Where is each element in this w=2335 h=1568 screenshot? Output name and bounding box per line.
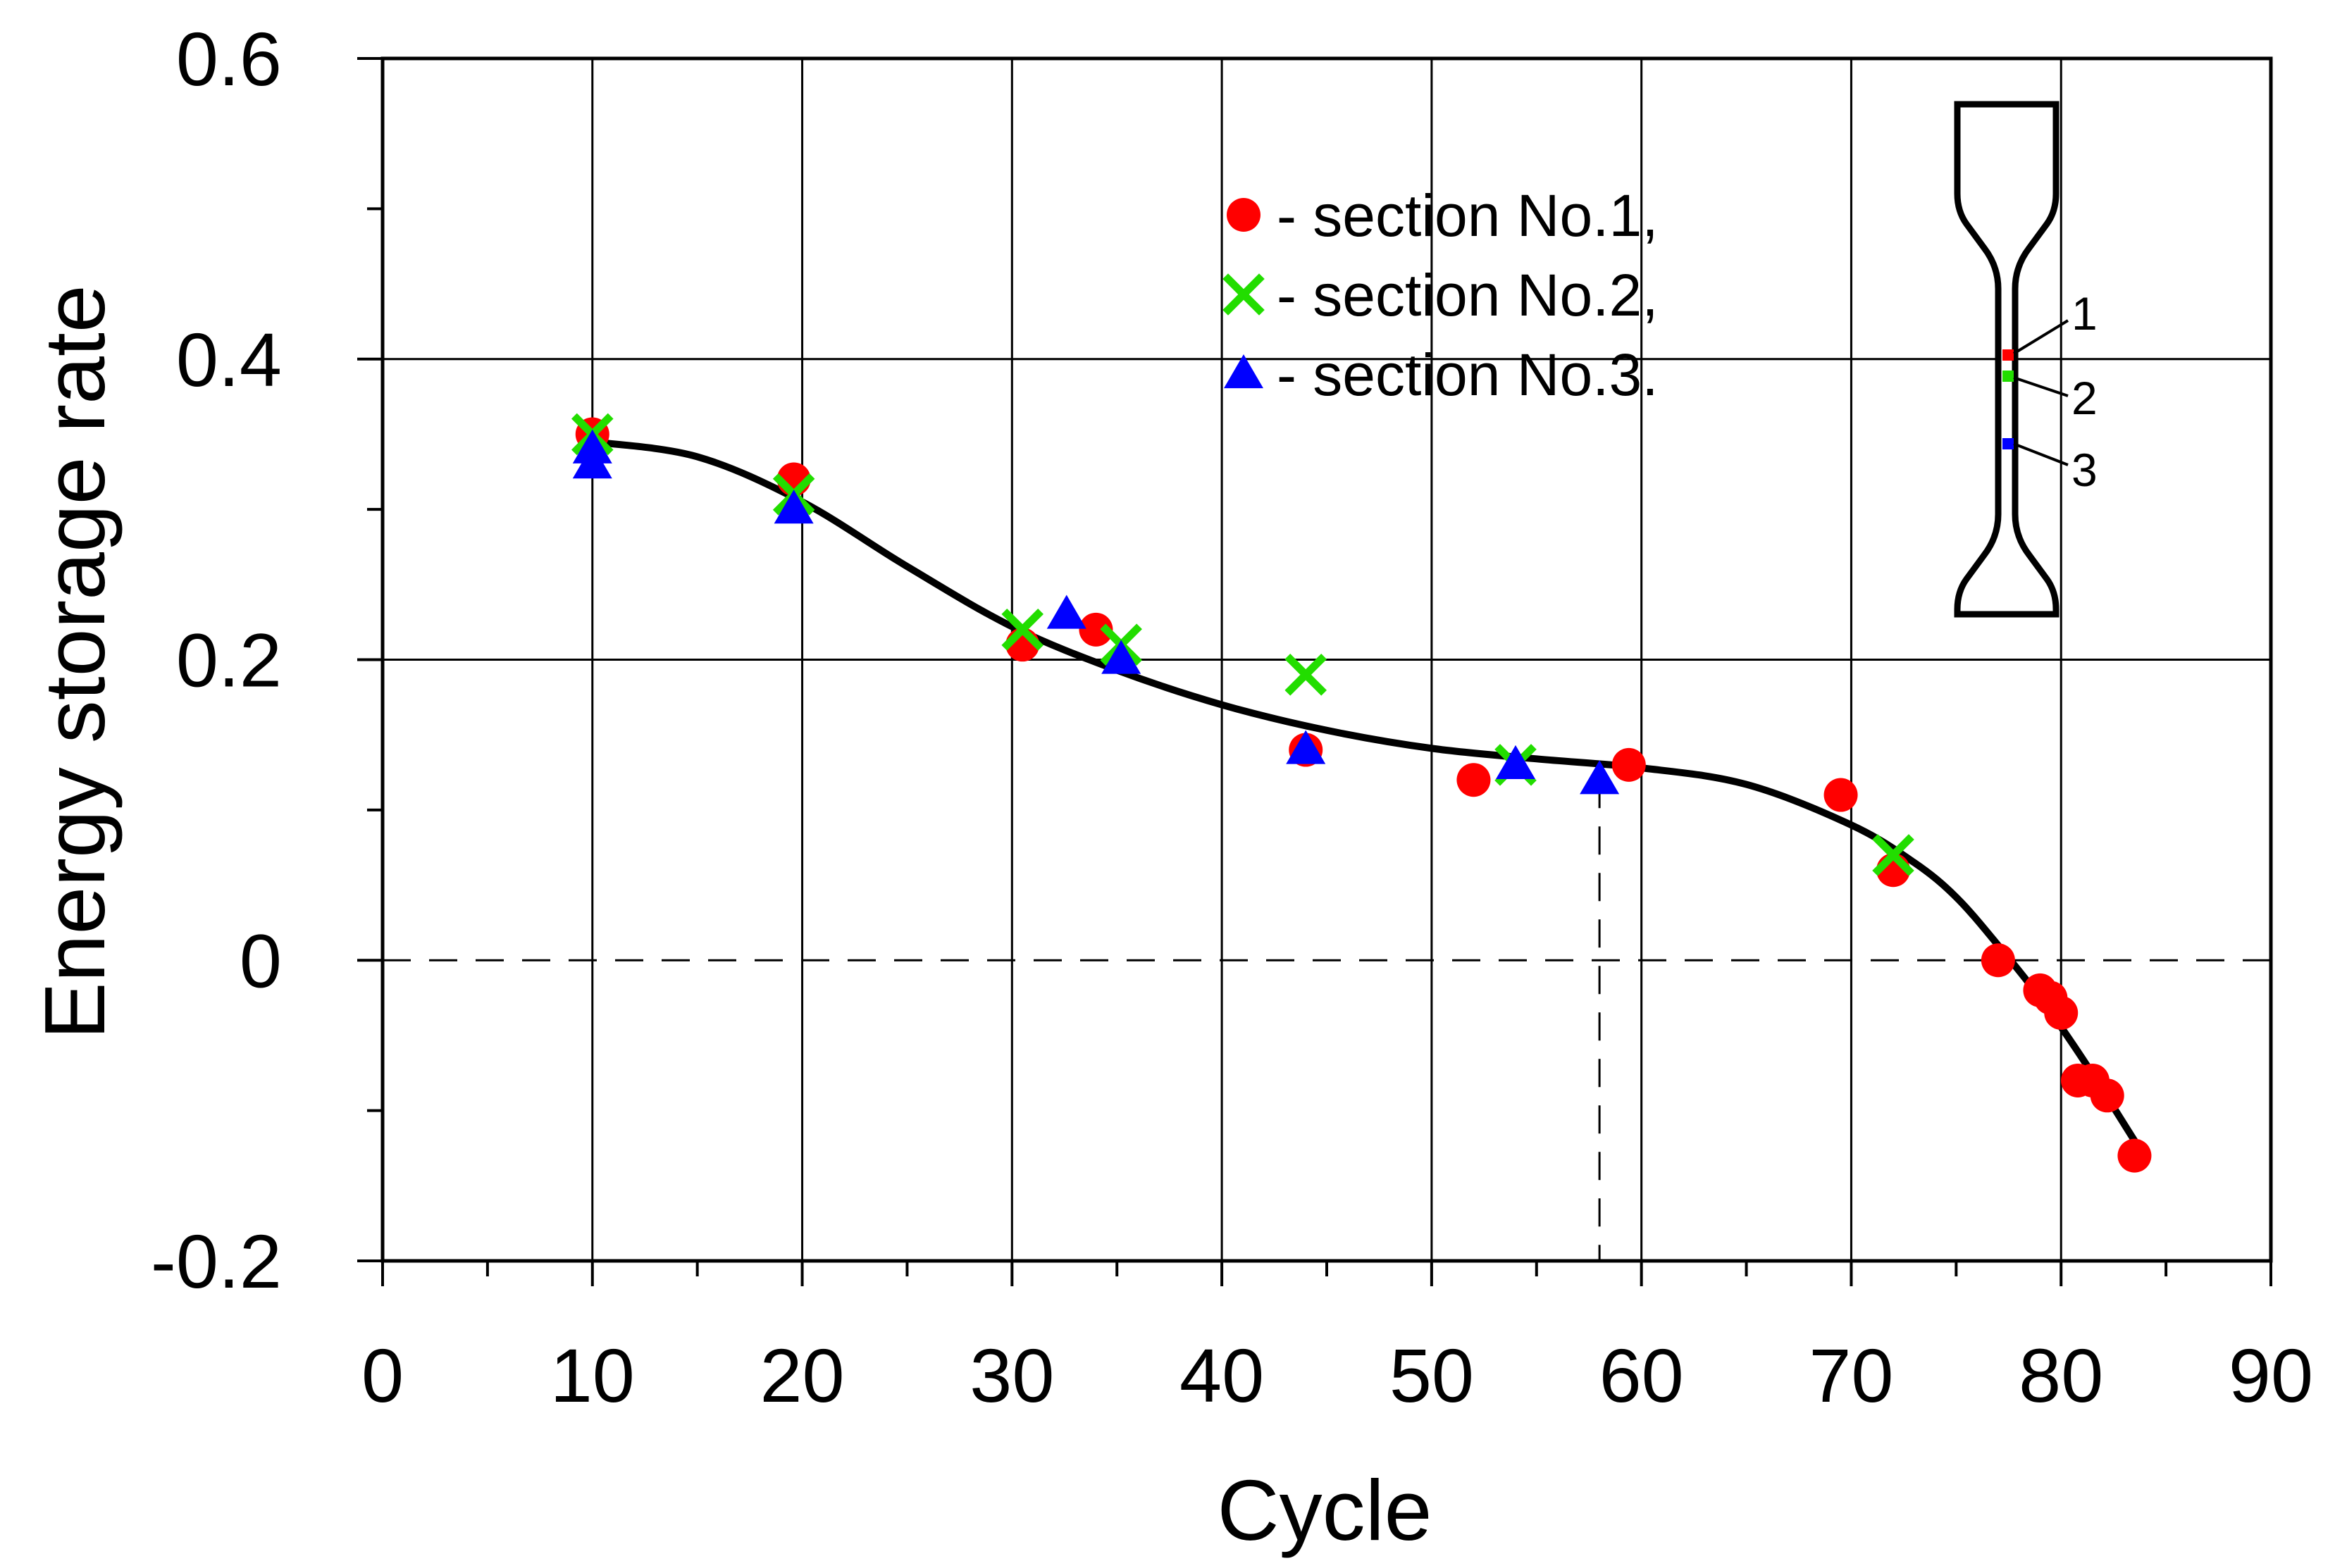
x-tick-label-4: 40 (1179, 1333, 1264, 1418)
x-tick-label-8: 80 (2019, 1333, 2103, 1418)
series-2-point-4 (1284, 654, 1327, 696)
inset-marker-2 (2002, 371, 2014, 382)
y-axis-title: Energy storage rate (27, 285, 123, 1040)
tick-marks (357, 57, 2272, 1286)
series-3 (572, 429, 1620, 795)
y-tick-label-0: -0.2 (151, 1219, 282, 1304)
x-tick-label-7: 70 (1809, 1333, 1893, 1418)
x-tick-label-9: 90 (2229, 1333, 2313, 1418)
x-tick-label-3: 30 (970, 1333, 1054, 1418)
inset-leader-1 (2012, 319, 2069, 355)
series-1-point-12 (2044, 995, 2079, 1030)
legend-marker-2-stroke-b (1222, 273, 1265, 316)
series-2-point-6-stroke-b (1872, 834, 1914, 876)
legend-label-1: - section No.1, (1277, 182, 1659, 249)
inset-marker-3 (2002, 438, 2014, 449)
series-3-point-5 (1286, 730, 1326, 764)
fit-curve (588, 438, 2138, 1145)
x-tick-label-6: 60 (1599, 1333, 1684, 1418)
inset-label-1: 1 (2071, 287, 2098, 340)
plot-frame (380, 56, 2273, 1263)
series-1-point-9 (1981, 943, 2015, 978)
x-tick-label-0: 0 (361, 1333, 404, 1418)
series-3-point-3 (1046, 595, 1086, 629)
series-1-point-5 (1456, 763, 1491, 797)
legend-label-3: - section No.3. (1277, 342, 1659, 408)
reference-lines (383, 780, 2271, 1261)
y-tick-label-1: 0 (240, 918, 282, 1003)
series-3-point-1 (572, 444, 612, 479)
series-1-point-16 (2117, 1138, 2152, 1173)
series-2-point-2-stroke-b (1001, 609, 1044, 651)
x-tick-label-1: 10 (550, 1333, 635, 1418)
series-2-point-2 (1001, 609, 1044, 651)
grid-lines (383, 58, 2271, 1261)
x-axis-title: Cycle (1217, 1462, 1432, 1558)
y-tick-label-4: 0.6 (176, 16, 282, 101)
series-3-point-4 (1101, 640, 1141, 674)
series-3-point-6 (1496, 745, 1535, 780)
y-tick-labels: -0.2 0 0.2 0.4 0.6 (151, 16, 282, 1304)
series-3-point-7 (1580, 760, 1620, 795)
series-1-point-6 (1611, 747, 1646, 782)
legend-marker-2 (1222, 273, 1265, 316)
inset-label-3: 3 (2071, 444, 2098, 496)
series-1-point-7 (1823, 778, 1858, 812)
data-points (571, 413, 2152, 1173)
inset-marker-1 (2002, 349, 2014, 361)
specimen-inset: 1 2 3 (1954, 101, 2098, 618)
legend-label-2: - section No.2, (1277, 262, 1659, 328)
legend-marker-1 (1227, 198, 1261, 232)
x-tick-label-2: 20 (760, 1333, 844, 1418)
inset-leader-2 (2013, 376, 2069, 397)
series-1-point-3 (1079, 612, 1113, 647)
y-tick-label-2: 0.2 (176, 618, 282, 703)
legend: - section No.1, - section No.2, - section … (1222, 182, 1659, 408)
series-2-point-6 (1872, 834, 1914, 876)
y-tick-label-3: 0.4 (176, 317, 282, 402)
inset-leader-3 (2013, 442, 2069, 466)
legend-marker-3 (1224, 354, 1263, 389)
series-3-point-2 (774, 490, 814, 524)
x-tick-labels: 0 10 20 30 40 50 60 70 80 90 (361, 1333, 2313, 1418)
inset-label-2: 2 (2071, 372, 2098, 424)
series-1-point-15 (2090, 1078, 2124, 1113)
series-2-point-4-stroke-b (1284, 654, 1327, 696)
x-tick-label-5: 50 (1389, 1333, 1474, 1418)
